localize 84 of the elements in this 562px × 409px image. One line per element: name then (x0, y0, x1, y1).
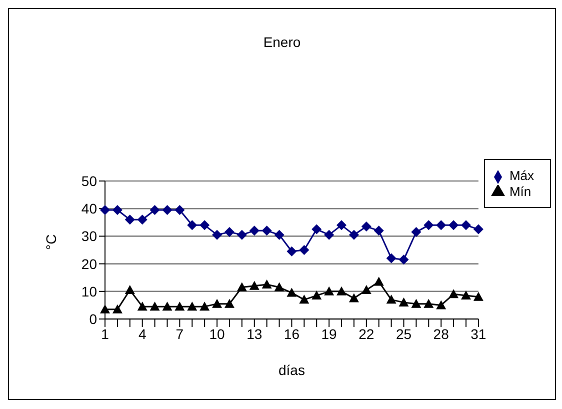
y-axis-title: °C (42, 234, 59, 250)
point (124, 285, 135, 294)
point (274, 282, 284, 292)
y-tick-label: 0 (89, 310, 98, 327)
point (137, 214, 148, 225)
point (324, 230, 334, 240)
x-tick-label: 7 (176, 326, 184, 342)
point (361, 285, 372, 294)
point (112, 204, 122, 215)
point (312, 224, 322, 234)
x-axis-title: días (278, 362, 305, 378)
x-tick-label: 10 (209, 326, 226, 342)
y-tick-label: 10 (81, 283, 98, 300)
point (436, 220, 446, 230)
point (249, 280, 260, 290)
point (212, 298, 222, 308)
point (174, 302, 185, 311)
y-tick-label: 20 (81, 256, 98, 272)
point (262, 280, 272, 288)
point (386, 294, 396, 304)
point (398, 254, 409, 265)
point (150, 204, 160, 215)
x-tick-label: 4 (138, 326, 146, 342)
point (374, 276, 384, 286)
x-tick-label: 28 (433, 326, 450, 342)
x-tick-label: 16 (284, 326, 300, 342)
point (299, 294, 310, 304)
x-tick-label: 19 (321, 326, 338, 342)
legend-label: Mín (509, 184, 532, 199)
point (224, 298, 234, 308)
point (324, 286, 334, 296)
y-tick-label: 40 (81, 200, 98, 217)
point (411, 298, 422, 308)
point (174, 204, 185, 215)
point (460, 290, 471, 300)
x-tick-label: 31 (470, 326, 486, 342)
point (200, 302, 210, 311)
point (398, 297, 409, 306)
point (150, 302, 160, 311)
point (448, 220, 459, 230)
point (361, 222, 372, 232)
point (100, 204, 110, 215)
point (286, 288, 297, 297)
point (162, 302, 172, 311)
point (460, 220, 471, 230)
y-tick-label: 50 (81, 172, 98, 189)
point (473, 292, 484, 301)
point (236, 230, 247, 240)
point (212, 230, 222, 240)
point (374, 226, 384, 236)
point (100, 304, 110, 314)
point (112, 304, 122, 314)
y-tick-label: 30 (81, 228, 98, 244)
point (299, 245, 310, 255)
x-tick-label: 1 (101, 326, 110, 342)
point (336, 286, 347, 296)
point (424, 298, 434, 308)
chart-title: Enero (262, 34, 302, 50)
point (162, 204, 172, 215)
point (336, 220, 347, 230)
point (124, 214, 135, 225)
point (286, 246, 297, 256)
point (187, 220, 198, 230)
point (386, 253, 396, 264)
point (200, 220, 210, 230)
point (137, 302, 148, 311)
point (274, 230, 284, 240)
point (236, 282, 247, 292)
point (187, 302, 198, 311)
legend-label: Máx (509, 168, 534, 183)
point (411, 227, 422, 238)
point (312, 290, 322, 300)
point (448, 289, 459, 298)
point (262, 226, 272, 236)
point (224, 227, 234, 238)
point (473, 224, 484, 234)
x-tick-label: 22 (358, 326, 374, 342)
point (249, 226, 260, 236)
point (348, 293, 359, 302)
point (436, 300, 446, 310)
x-tick-label: 13 (246, 326, 262, 342)
point (348, 230, 359, 240)
point (424, 220, 434, 230)
x-tick-label: 25 (396, 326, 412, 342)
